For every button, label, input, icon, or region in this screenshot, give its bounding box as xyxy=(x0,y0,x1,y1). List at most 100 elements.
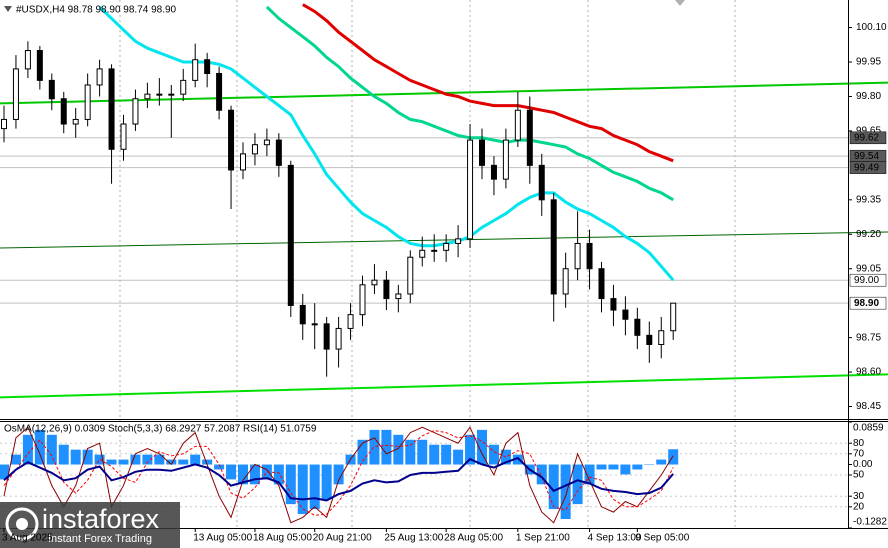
y-tick-label: 98.60 xyxy=(856,367,881,378)
y-tick-label: 80 xyxy=(853,438,865,449)
osma-bar xyxy=(0,464,9,480)
osma-bar xyxy=(560,464,571,519)
candle-body xyxy=(24,50,31,70)
y-tick-label: 20 xyxy=(853,501,865,512)
candle-body xyxy=(251,144,258,155)
osma-bar xyxy=(10,454,21,465)
candle-body xyxy=(395,293,402,300)
osma-bar xyxy=(632,464,643,470)
candle-body xyxy=(84,84,91,120)
candle-body xyxy=(48,79,55,100)
y-tick-label: 0.0859 xyxy=(853,423,884,434)
osma-bar xyxy=(106,459,117,465)
osma-bar xyxy=(512,454,523,465)
candle-body xyxy=(299,304,306,325)
candle-body xyxy=(144,93,151,100)
candle-body xyxy=(120,123,127,150)
candle-body xyxy=(180,79,187,95)
price-label: 98.90 xyxy=(854,298,879,309)
candle-body xyxy=(287,164,294,306)
candle-body xyxy=(156,93,163,96)
candle-body xyxy=(240,153,246,171)
osma-bar xyxy=(142,454,153,465)
y-tick-label: 100.10 xyxy=(856,22,887,33)
osma-bar xyxy=(214,464,225,470)
osma-bar xyxy=(644,464,655,466)
x-tick-label: 4 Sep 13:00 xyxy=(588,533,642,544)
osma-bar xyxy=(596,464,607,470)
osma-bar xyxy=(309,464,320,510)
osma-bar xyxy=(357,439,368,465)
candle-body xyxy=(526,109,533,166)
x-tick-label: 25 Aug 13:00 xyxy=(384,533,443,544)
logo-icon xyxy=(5,507,39,541)
candle-body xyxy=(550,199,557,295)
y-tick-label: -0.1282 xyxy=(853,517,887,528)
osma-bar xyxy=(548,464,559,510)
y-tick-label: 0.00 xyxy=(853,459,873,470)
candle-body xyxy=(108,68,115,150)
y-tick-label: 50 xyxy=(853,470,865,481)
candle-body xyxy=(443,242,450,251)
x-tick-label: 18 Aug 05:00 xyxy=(253,533,312,544)
osma-bar xyxy=(417,439,428,465)
shift-marker xyxy=(675,0,685,6)
candle-body xyxy=(467,139,474,240)
osma-bar xyxy=(488,444,499,465)
osma-bar xyxy=(393,434,404,465)
osma-bar xyxy=(321,464,332,500)
price-label: 99.00 xyxy=(854,275,879,286)
candle-body xyxy=(574,242,581,270)
osma-bar xyxy=(190,454,201,465)
candle-body xyxy=(36,50,43,81)
osma-bar xyxy=(94,454,105,465)
osma-bar xyxy=(285,464,296,505)
candle-body xyxy=(216,72,223,111)
candle-body xyxy=(359,284,366,316)
x-tick-label: 20 Aug 21:00 xyxy=(313,533,372,544)
osma-bar xyxy=(333,464,344,485)
osma-bar xyxy=(70,449,81,465)
price-label-box xyxy=(849,296,887,310)
candle-body xyxy=(562,268,569,295)
plot-layer xyxy=(0,3,888,524)
price-label-box xyxy=(849,161,887,174)
candle-body xyxy=(168,93,175,96)
candle-body xyxy=(670,302,677,332)
candle-body xyxy=(538,164,545,201)
indicator-line xyxy=(302,3,674,163)
osma-bar xyxy=(369,429,380,465)
logo-tagline: Instant Forex Trading xyxy=(48,533,152,545)
candle-body xyxy=(132,98,139,125)
osma-bar xyxy=(453,449,464,465)
candle-body xyxy=(502,139,509,180)
osma-bar xyxy=(572,464,583,505)
logo-icon xyxy=(16,518,28,530)
y-tick-label: 99.20 xyxy=(856,229,881,240)
x-tick-label: 9 Sep 05:00 xyxy=(635,533,689,544)
candle-body xyxy=(514,109,521,141)
osma-bar xyxy=(656,459,667,465)
trendline xyxy=(0,373,888,399)
candle-body xyxy=(431,249,438,252)
candle-body xyxy=(192,59,199,81)
osma-bar xyxy=(297,464,308,515)
price-label-box xyxy=(849,273,887,287)
x-tick-label: 13 Aug 05:00 xyxy=(193,533,252,544)
y-tick-label: 98.45 xyxy=(856,401,881,412)
candle-body xyxy=(60,98,67,125)
price-label-box xyxy=(849,131,887,145)
candle-body xyxy=(335,327,342,350)
osma-bar xyxy=(273,464,284,485)
y-tick-label: 70 xyxy=(853,448,865,459)
osma-bar xyxy=(441,444,452,465)
osma-bar xyxy=(34,429,45,465)
candle-body xyxy=(311,323,318,326)
logo-brand: instaforex xyxy=(42,504,160,534)
candle-body xyxy=(455,238,462,244)
candle-body xyxy=(383,279,390,300)
candle-body xyxy=(490,164,497,180)
osma-bar xyxy=(668,449,679,465)
y-tick-label: 99.05 xyxy=(856,263,881,274)
